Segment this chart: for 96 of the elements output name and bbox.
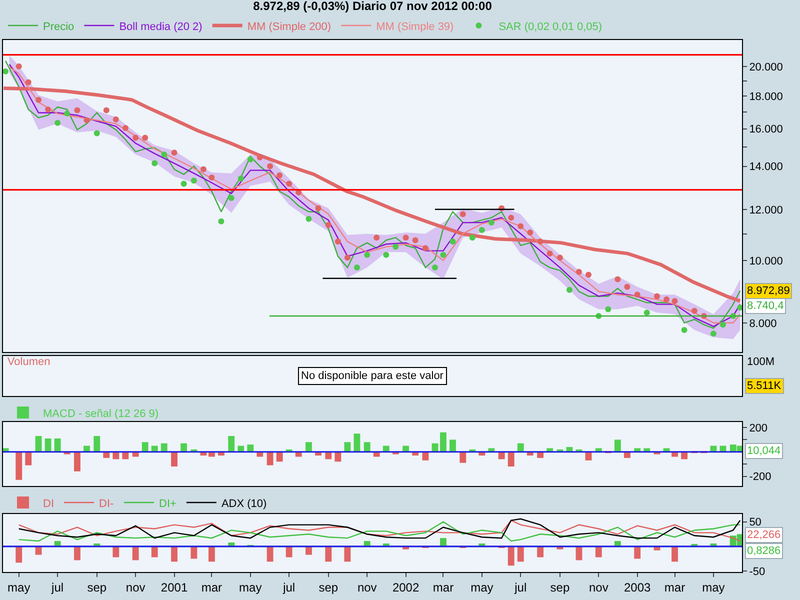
bar: [306, 442, 312, 452]
bar: [634, 546, 641, 559]
x-tick-label: may: [8, 580, 30, 594]
bar: [344, 546, 351, 562]
x-tick-label: nov: [126, 580, 146, 594]
bar: [286, 546, 292, 558]
text: 5.511K: [747, 380, 782, 392]
legend-label: ADX (10): [221, 498, 267, 510]
legend-label: DI: [43, 498, 54, 510]
x-tick-label: mar: [664, 580, 686, 594]
legend-label: MM (Simple 200): [247, 20, 332, 33]
y-tick-label: 10.000: [749, 255, 783, 268]
legend-label: Precio: [43, 20, 74, 33]
bar: [94, 436, 100, 452]
bar: [54, 438, 61, 452]
y-tick-label: 16.000: [749, 124, 783, 136]
chart-title: 8.972,89 (-0,03%) Diario 07 nov 2012 00:00: [253, 0, 492, 14]
bar: [122, 452, 129, 460]
bar: [132, 546, 139, 560]
bar: [460, 452, 466, 463]
x-tick-label: nov: [357, 580, 377, 594]
legend-label: Boll media (20 2): [119, 20, 202, 33]
x-tick-label: 2001: [160, 580, 188, 594]
y-tick-label: 12.000: [749, 204, 783, 216]
bar: [44, 438, 52, 452]
bar: [16, 452, 22, 480]
bar: [171, 546, 178, 562]
y-tick-label: 20.000: [749, 61, 783, 74]
bar: [537, 546, 544, 558]
bar: [16, 546, 22, 563]
legend-label: SAR (0,02 0,01 0,05): [498, 20, 602, 33]
x-tick-label: jul: [282, 580, 296, 594]
bar: [672, 546, 678, 562]
x-tick-label: 2002: [392, 580, 420, 594]
x-tick-label: may: [470, 580, 494, 594]
bar: [450, 440, 456, 452]
bar: [112, 546, 120, 558]
x-tick-label: mar: [432, 580, 454, 594]
text: No disponible para este valor: [301, 370, 444, 382]
y-tick-label: 50: [749, 516, 762, 529]
bar: [74, 452, 80, 472]
legend-label: MACD - señal (12 26 9): [43, 408, 159, 420]
x-tick-label: sep: [318, 580, 338, 594]
bar: [266, 546, 274, 562]
bar: [334, 452, 342, 462]
bar: [614, 440, 621, 452]
bar: [508, 452, 514, 466]
x-tick-label: may: [239, 580, 262, 594]
bar: [440, 432, 446, 452]
legend-label: MM (Simple 39): [376, 20, 454, 33]
text: 22,266: [747, 529, 781, 541]
y-tick-label: 8.000: [749, 318, 777, 330]
bar: [103, 452, 110, 458]
bar: [266, 452, 274, 466]
text: 8.972,89: [747, 285, 790, 297]
text: 8.740,4: [747, 300, 784, 312]
bar: [681, 452, 688, 460]
text: 10,044: [747, 445, 781, 457]
x-tick-label: 2003: [624, 580, 651, 594]
legend-label: DI-: [99, 498, 114, 510]
bar: [537, 452, 544, 458]
text: 0,8286: [747, 545, 781, 557]
y-tick-label: 14.000: [749, 161, 783, 174]
bar: [325, 546, 332, 562]
x-tick-label: sep: [87, 580, 107, 594]
bar: [208, 546, 215, 562]
y-tick-label: -200: [749, 471, 772, 484]
bar: [325, 452, 332, 460]
bar: [151, 546, 158, 558]
x-tick-label: jul: [514, 580, 527, 594]
text: Volumen: [7, 356, 50, 368]
x-tick-label: nov: [588, 580, 608, 594]
bar: [344, 442, 351, 452]
bar: [171, 452, 178, 466]
bar: [508, 546, 514, 566]
y-tick-label: -50: [749, 566, 766, 578]
x-tick-label: mar: [201, 580, 222, 594]
bar: [306, 546, 312, 555]
x-tick-label: may: [702, 580, 725, 594]
bar: [74, 546, 80, 560]
bar: [276, 452, 283, 462]
bar: [190, 546, 198, 559]
x-tick-label: sep: [550, 580, 570, 594]
y-tick-label: 200: [749, 422, 768, 434]
x-tick-label: jul: [50, 580, 64, 594]
bar: [112, 452, 120, 460]
text: 100M: [747, 356, 775, 368]
bar: [498, 452, 505, 460]
legend-label: DI+: [159, 498, 176, 510]
bar: [228, 436, 235, 452]
bar: [624, 452, 630, 458]
bar: [25, 452, 32, 466]
bar: [595, 546, 602, 558]
bar: [517, 546, 524, 562]
y-tick-label: 18.000: [749, 90, 783, 103]
line-series: [3, 86, 742, 303]
